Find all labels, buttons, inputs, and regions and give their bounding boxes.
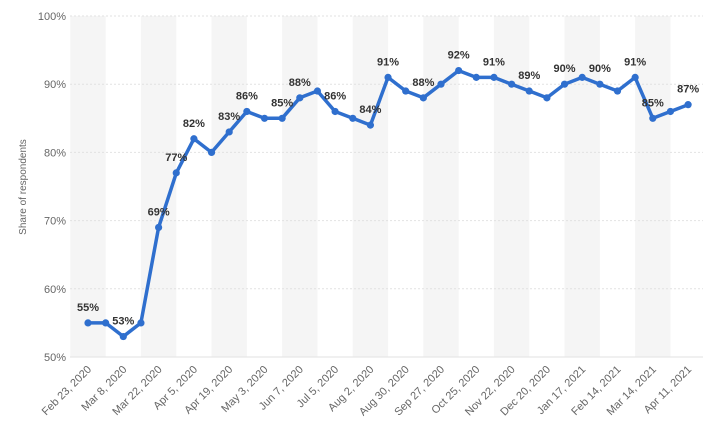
band (493, 16, 530, 357)
data-point (631, 73, 639, 81)
data-label: 90% (589, 63, 611, 75)
data-point (155, 223, 163, 232)
data-point (472, 73, 480, 81)
y-tick-label: 90% (44, 79, 66, 91)
data-label: 86% (324, 90, 346, 102)
data-label: 69% (148, 206, 170, 218)
data-point (649, 114, 657, 122)
y-tick-label: 60% (44, 284, 66, 296)
data-point (349, 114, 357, 122)
data-point (172, 169, 180, 177)
data-label: 85% (642, 97, 664, 109)
y-axis-ticks: 50% 60% 70% 80% 90% 100% (38, 11, 66, 364)
data-label: 88% (412, 77, 434, 89)
data-point (543, 94, 551, 102)
data-label: 82% (183, 118, 205, 130)
data-label: 85% (271, 97, 293, 109)
data-point (260, 114, 269, 122)
data-label: 83% (218, 111, 240, 123)
data-label: 91% (624, 56, 646, 68)
data-point (137, 319, 145, 327)
data-label: 92% (448, 50, 470, 62)
data-point (455, 66, 463, 75)
data-point (419, 94, 427, 102)
data-label: 53% (112, 316, 134, 328)
data-label: 87% (677, 84, 699, 96)
data-label: 77% (165, 152, 187, 164)
data-label: 89% (518, 70, 540, 82)
data-point (102, 319, 110, 327)
data-label: 84% (359, 104, 381, 116)
y-tick-label: 50% (44, 352, 66, 364)
data-point (613, 87, 622, 95)
data-point (296, 94, 304, 102)
data-point (84, 319, 92, 327)
band (352, 16, 389, 357)
data-label: 90% (554, 63, 576, 75)
data-point (313, 87, 322, 95)
band (635, 16, 671, 357)
data-point (384, 73, 392, 81)
data-points (84, 66, 692, 341)
data-point (402, 87, 410, 95)
band (564, 16, 600, 357)
data-point (578, 73, 586, 81)
data-point (225, 128, 233, 136)
y-axis-label: Share of respondents (18, 139, 29, 235)
band (423, 16, 459, 357)
data-point (560, 80, 569, 88)
y-tick-label: 100% (38, 11, 66, 23)
y-tick-label: 70% (44, 216, 66, 228)
band (211, 16, 247, 357)
data-point (278, 114, 286, 122)
y-tick-label: 80% (44, 147, 66, 159)
band (70, 16, 106, 357)
data-label: 91% (377, 56, 399, 68)
data-label: 91% (483, 56, 505, 68)
data-point (684, 101, 692, 109)
data-labels: 55% 53% 69% 77% 82% 83% 86% 85% 88% 86% 84% 91% 88% 9… (77, 50, 699, 328)
data-label: 86% (236, 90, 258, 102)
data-point (119, 332, 127, 341)
data-label: 88% (289, 77, 311, 89)
data-label: 55% (77, 302, 99, 314)
data-point (331, 107, 339, 116)
data-point (525, 87, 533, 95)
data-point (437, 80, 445, 88)
data-point (190, 135, 198, 143)
data-point (243, 107, 251, 116)
data-point (596, 80, 604, 88)
data-point (366, 121, 374, 129)
data-point (207, 148, 216, 156)
data-point (508, 80, 516, 88)
data-point (490, 73, 498, 81)
band (282, 16, 318, 357)
alternating-bands (70, 16, 671, 357)
data-point (666, 107, 675, 116)
